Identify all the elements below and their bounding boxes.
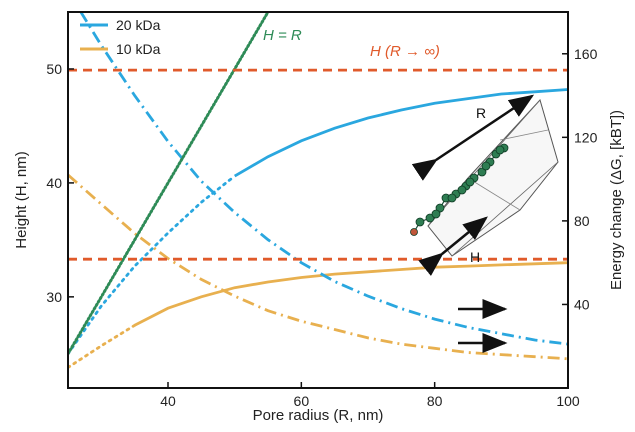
y-right-tick-label: 120 — [574, 129, 598, 145]
pore-inset: R H — [410, 94, 559, 276]
y-axis-left-title: Height (H, nm) — [13, 151, 30, 249]
inset-label-r: R — [476, 105, 486, 121]
polymer-bead — [457, 185, 467, 195]
y-right-tick-label: 160 — [574, 46, 598, 62]
polymer-bead — [447, 193, 457, 203]
polymer-bead — [495, 145, 505, 155]
series-layer — [68, 12, 568, 369]
y-left-tick-label: 30 — [46, 289, 62, 305]
series-line-1 — [68, 174, 237, 356]
annotation-h-equals-r: H = R — [263, 27, 302, 44]
polymer-bead — [415, 217, 425, 227]
y-right-tick-label: 40 — [574, 296, 590, 312]
series-line-3 — [68, 323, 137, 369]
legend-label-20kda: 20 kDa — [116, 17, 161, 33]
x-tick-label: 80 — [427, 393, 443, 409]
inset-h-arrow — [418, 216, 488, 276]
series-line-5 — [68, 173, 568, 361]
ticks-layer: 40 60 80 100 30 40 50 40 80 120 160 — [46, 46, 597, 409]
series-line-2 — [134, 261, 568, 327]
x-axis-title: Pore radius (R, nm) — [253, 407, 384, 424]
x-tick-label: 100 — [556, 393, 580, 409]
polymer-bead — [431, 209, 441, 219]
series-line-0 — [233, 88, 568, 178]
polymer-bead — [410, 228, 418, 236]
polymer-bead — [435, 203, 445, 213]
inset-r-arrow — [411, 94, 535, 181]
series-line-6 — [68, 12, 270, 356]
x-tick-label: 60 — [294, 393, 310, 409]
y-left-tick-label: 40 — [46, 175, 62, 191]
polymer-bead — [481, 161, 491, 171]
y-right-tick-label: 80 — [574, 213, 590, 229]
y-axis-right-title: Energy change (ΔG, [kBT]) — [608, 110, 625, 290]
y-left-tick-label: 50 — [46, 61, 62, 77]
legend-label-10kda: 10 kDa — [116, 41, 161, 57]
plot-frame — [67, 11, 569, 389]
inset-label-h: H — [470, 249, 480, 265]
legend: 20 kDa 10 kDa — [80, 17, 161, 57]
annotation-h-limit: H (R → ∞) — [370, 43, 440, 60]
x-tick-label: 40 — [160, 393, 176, 409]
polymer-bead — [465, 177, 475, 187]
series-line-4 — [79, 12, 568, 346]
